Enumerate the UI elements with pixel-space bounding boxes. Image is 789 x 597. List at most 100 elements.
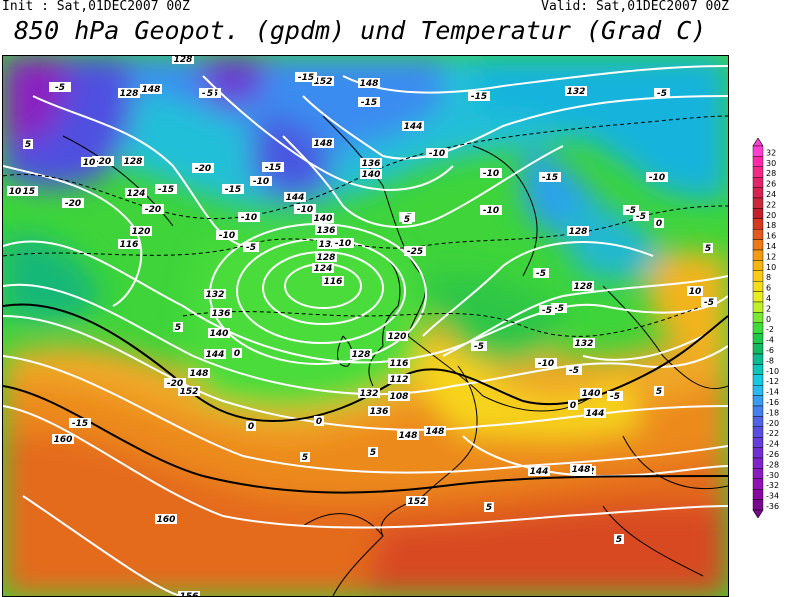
geopotential-label-bg <box>397 430 419 440</box>
geopotential-label-bg <box>312 213 334 223</box>
colorbar-swatch <box>752 260 764 272</box>
colorbar-label: 22 <box>766 200 776 209</box>
geopotential-label-bg <box>122 156 144 166</box>
temperature-label: -15 <box>361 98 377 108</box>
geopotential-label: 140 <box>210 329 229 339</box>
colorbar-swatch <box>752 364 764 375</box>
temperature-label: -10 <box>649 173 665 183</box>
temperature-label-bg <box>368 447 378 457</box>
geopotential-label: 116 <box>390 359 409 369</box>
colorbar-swatch <box>752 478 764 490</box>
geopotential-label-bg <box>565 86 587 96</box>
colorbar-swatch <box>752 426 764 438</box>
geopotential-label: 136 <box>317 226 336 236</box>
temperature-label: -5 <box>536 269 546 279</box>
geopotential-label-bg <box>528 466 550 476</box>
geopotential-label-bg <box>388 358 410 368</box>
temperature-label-bg <box>295 72 317 82</box>
temperature-label: 10 <box>9 187 22 197</box>
geopotential-label: 148 <box>142 85 161 95</box>
temperature-label: -5 <box>636 212 646 222</box>
colorbar-label: -14 <box>766 388 779 397</box>
colorbar-label: 30 <box>766 159 776 168</box>
temperature-label: -5 <box>626 206 636 216</box>
geopotential-label-bg <box>350 349 372 359</box>
colorbar-label: -28 <box>766 460 779 469</box>
temperature-label-bg <box>173 322 183 332</box>
temperature-label: -10 <box>241 213 257 223</box>
geopotential-label-bg <box>312 76 334 86</box>
temperature-label: -10 <box>253 177 269 187</box>
temperature-label: -5 <box>569 366 579 376</box>
colorbar-label: -24 <box>766 440 779 449</box>
geopotential-label-bg <box>188 368 210 378</box>
geopotential-label: 120 <box>388 332 407 342</box>
temperature-label-bg <box>62 198 84 208</box>
temperature-label-bg <box>294 204 316 214</box>
geopotential-label: 160 <box>157 515 176 525</box>
geopotential-label-bg <box>210 308 232 318</box>
temperature-label: 5 <box>656 387 662 397</box>
temperature-label-bg <box>471 341 487 351</box>
temperature-label: -15 <box>265 163 281 173</box>
geopotential-label: 124 <box>314 264 333 274</box>
geopotential-label-bg <box>204 349 226 359</box>
geopotential-label-bg <box>406 496 428 506</box>
temperature-label-bg <box>633 211 649 221</box>
colorbar-label: -34 <box>766 492 779 501</box>
temperature-label: 10 <box>689 287 702 297</box>
colorbar-label: -30 <box>766 471 779 480</box>
geopotential-label: 140 <box>314 214 333 224</box>
colorbar-label: -22 <box>766 429 779 438</box>
temperature-label: -5 <box>554 304 564 314</box>
colorbar-swatch <box>752 197 764 209</box>
colorbar-label: 14 <box>766 242 776 251</box>
geopotential-label-bg <box>317 239 339 249</box>
colorbar-label: 24 <box>766 190 776 199</box>
map-title: 850 hPa Geopot. (gpdm) und Temperatur (G… <box>14 16 707 45</box>
temperature-label-bg <box>402 214 412 224</box>
geopotential-label-bg <box>315 225 337 235</box>
geopotential-label-bg <box>155 514 177 524</box>
temperature-label: 5 <box>404 215 410 225</box>
colorbar-swatch <box>752 468 764 479</box>
geopotential-label: 144 <box>586 409 605 419</box>
geopotential-label: 136 <box>212 309 231 319</box>
temperature-label: -10 <box>335 239 351 249</box>
geopotential-label: 144 <box>206 350 225 360</box>
geopotential-label-bg <box>140 84 162 94</box>
geopotential-label-bg <box>52 434 74 444</box>
colorbar-label: 20 <box>766 211 776 220</box>
temperature-label-bg <box>607 391 623 401</box>
temperature-label: -15 <box>542 173 558 183</box>
temperature-label-bg <box>623 205 639 215</box>
geopotential-label-bg <box>570 464 592 474</box>
colorbar-label: -8 <box>766 356 774 365</box>
colorbar-swatch <box>752 218 764 230</box>
temperature-label: 10 <box>83 158 96 168</box>
temperature-label: -15 <box>471 92 487 102</box>
geopotential-label-bg <box>322 276 344 286</box>
colorbar-swatch <box>752 405 764 417</box>
geopotential-label-bg <box>315 252 337 262</box>
geopotential-label: 128 <box>569 227 588 237</box>
geopotential-label: 144 <box>286 193 305 203</box>
temperature-label-bg <box>52 82 68 92</box>
geopotential-label-bg <box>312 263 334 273</box>
colorbar-label: -6 <box>766 346 774 355</box>
colorbar-label: -12 <box>766 377 779 386</box>
temperature-label: 5 <box>705 244 711 254</box>
temperature-label-bg <box>92 156 114 166</box>
temperature-label: -15 <box>298 73 314 83</box>
temperature-label-bg <box>533 268 549 278</box>
colorbar-label: 28 <box>766 169 776 178</box>
geopotential-label-bg <box>130 226 152 236</box>
geopotential-label: 148 <box>426 427 445 437</box>
colorbar-label: 10 <box>766 263 776 272</box>
geopotential-label-bg <box>368 406 390 416</box>
colorbar-label: 26 <box>766 180 776 189</box>
geopotential-label: 152 <box>408 497 427 507</box>
colorbar-label: -10 <box>766 367 779 376</box>
temperature-label-bg <box>703 243 713 253</box>
temperature-label: -20 <box>195 164 211 174</box>
